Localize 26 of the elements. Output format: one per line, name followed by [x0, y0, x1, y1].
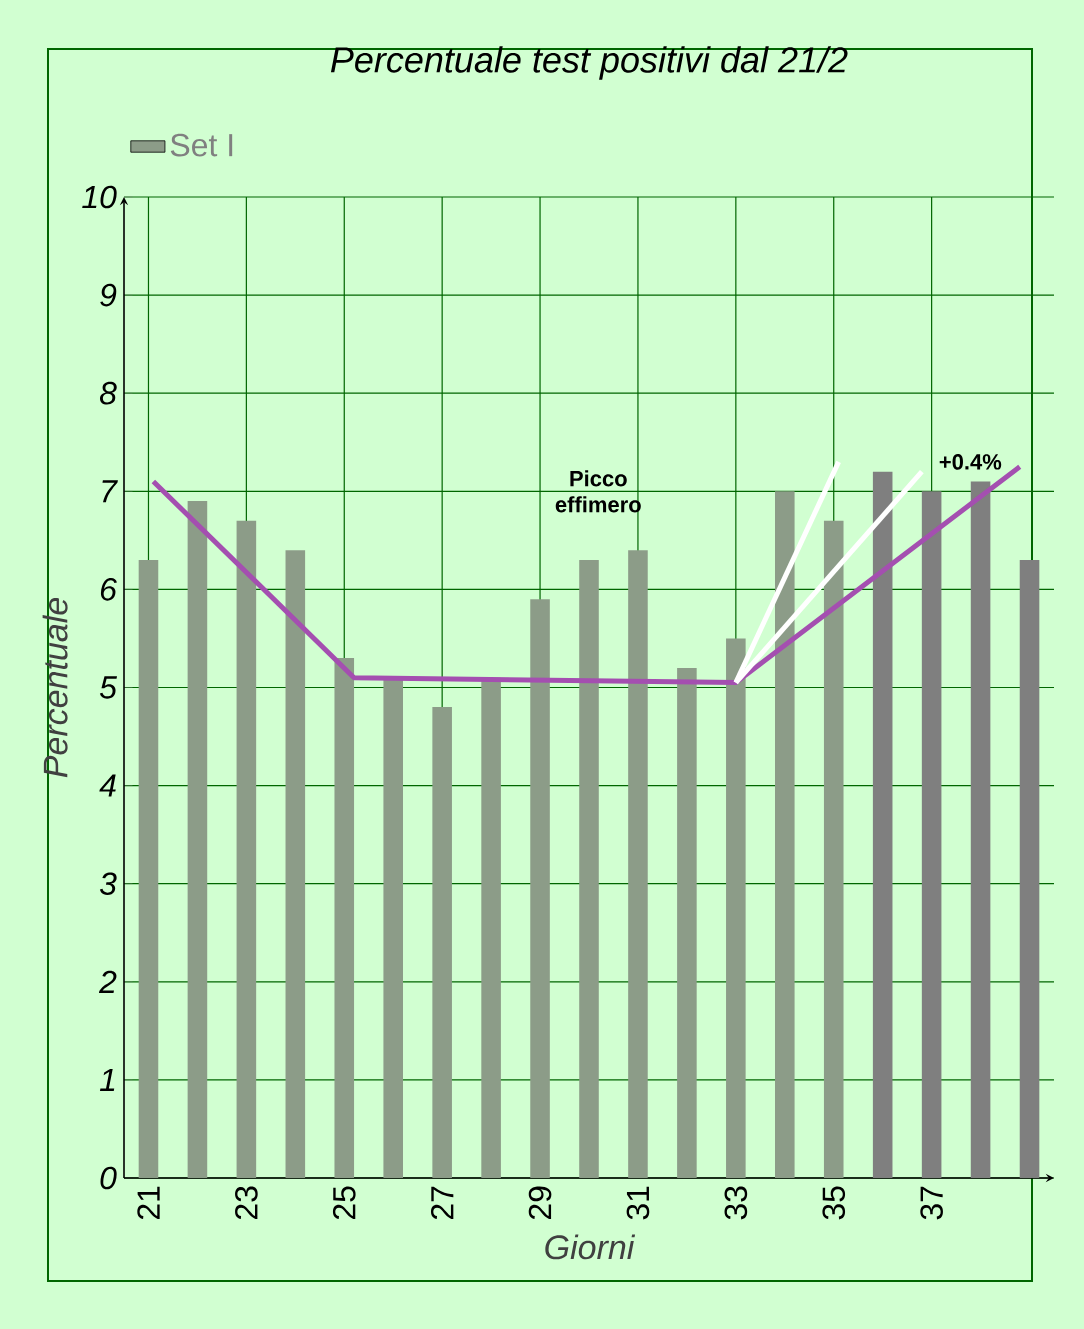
x-tick-label: 21: [137, 1186, 160, 1220]
x-tick-label: 31: [626, 1186, 650, 1220]
y-tick-label: 5: [99, 676, 118, 699]
chart-title: Percentuale test positivi dal 21/2: [330, 46, 848, 80]
y-tick-label: 9: [100, 283, 117, 307]
annotation: Picco effimero: [555, 470, 641, 513]
y-tick-label: 2: [98, 970, 117, 993]
y-tick-label: 7: [102, 480, 118, 503]
y-tick-label: 8: [99, 381, 117, 405]
x-tick-label: 37: [920, 1186, 943, 1220]
x-tick-label: 25: [332, 1186, 356, 1220]
x-axis-title: Giorni: [545, 1234, 636, 1260]
annotation: +0.4%: [939, 454, 1002, 470]
y-tick-label: 1: [99, 1068, 115, 1091]
x-tick-label: 23: [235, 1186, 258, 1220]
y-tick-label: 4: [99, 774, 116, 797]
y-axis-title: Percentuale: [42, 598, 68, 778]
y-tick-label: 0: [100, 1166, 117, 1190]
legend-label: Set I: [170, 133, 233, 157]
x-tick-label: 27: [431, 1186, 454, 1220]
x-tick-label: 33: [724, 1186, 748, 1220]
x-tick-label: 35: [822, 1186, 846, 1220]
y-tick-label: 3: [99, 872, 117, 896]
x-tick-label: 29: [528, 1186, 552, 1220]
y-tick-label: 6: [100, 578, 117, 601]
y-tick-label: 10: [82, 185, 117, 209]
